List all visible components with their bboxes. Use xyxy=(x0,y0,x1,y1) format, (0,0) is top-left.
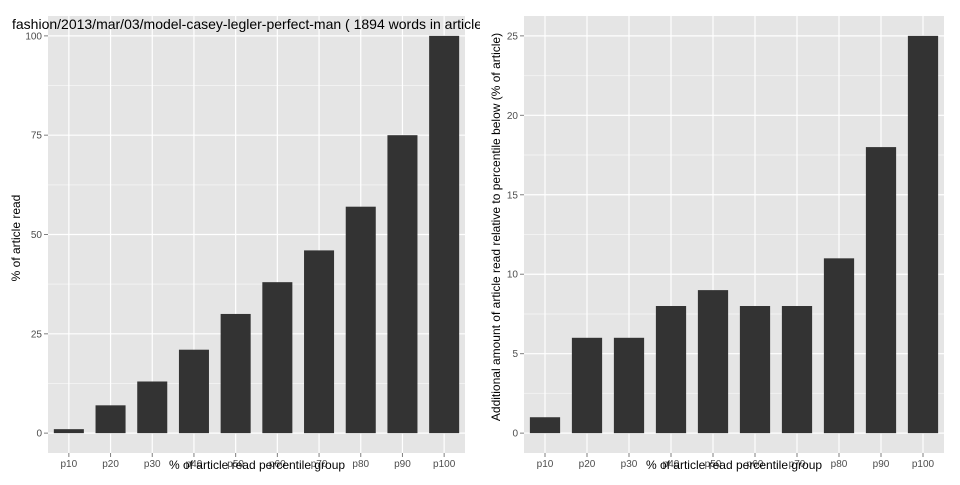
right-chart-xtick-label-p20: p20 xyxy=(579,459,596,470)
left-chart: 0 25 50 75 100 p10 p20 p30 p40 p50 p60 p70 p80 p90 p10… xyxy=(9,16,487,472)
left-chart-plot-area: 0 25 50 75 100 p10 p20 p30 p40 p50 p60 p70 p80 p90 p10… xyxy=(25,16,465,470)
right-chart-bar-p20 xyxy=(571,337,603,434)
left-chart-xtick-label-p100: p100 xyxy=(433,459,456,470)
left-chart-bar-p20 xyxy=(95,405,126,434)
right-chart-xtick-label-p40: p40 xyxy=(663,459,680,470)
right-chart-xtick-label-p70: p70 xyxy=(789,459,806,470)
right-chart-xlabel: % of article read percentile group xyxy=(646,458,822,472)
left-chart-ylabel: % of article read xyxy=(9,195,23,282)
left-chart-xtick-label-p30: p30 xyxy=(144,459,161,470)
right-chart-bar-p10 xyxy=(529,417,561,434)
left-chart-ytick-label: 50 xyxy=(31,230,43,241)
left-chart-xlabel: % of article read percentile group xyxy=(169,458,345,472)
right-chart-ylabel: Additional amount of article read relati… xyxy=(489,33,503,421)
right-chart-ytick-label: 10 xyxy=(507,270,519,281)
left-chart-ytick-label: 100 xyxy=(25,31,42,42)
left-chart-ytick-label: 25 xyxy=(31,329,43,340)
right-chart-xtick-label-p90: p90 xyxy=(873,459,890,470)
right-chart-ytick-label: 25 xyxy=(507,31,519,42)
right-chart-bar-p60 xyxy=(739,306,771,434)
right-chart: 0 5 10 15 20 25 p10 p20 p30 p40 p50 p60 p70 p80 p90 p10… xyxy=(489,16,944,472)
left-chart-xtick-label-p80: p80 xyxy=(352,459,369,470)
left-chart-bar-p50 xyxy=(220,313,251,434)
left-chart-bar-p10 xyxy=(53,429,84,434)
right-chart-xtick-label-p60: p60 xyxy=(747,459,764,470)
right-chart-ytick-label: 0 xyxy=(512,429,518,440)
left-chart-bar-p90 xyxy=(387,135,418,434)
left-chart-xtick-label-p50: p50 xyxy=(227,459,244,470)
right-chart-xtick-label-p10: p10 xyxy=(537,459,554,470)
left-chart-bar-p100 xyxy=(429,35,460,434)
left-chart-xtick-label-p60: p60 xyxy=(269,459,286,470)
right-chart-plot-area: 0 5 10 15 20 25 p10 p20 p30 p40 p50 p60 p70 p80 p90 p10… xyxy=(507,16,944,470)
right-chart-xtick-label-p80: p80 xyxy=(831,459,848,470)
left-chart-xtick-label-p90: p90 xyxy=(394,459,411,470)
left-chart-bar-p60 xyxy=(262,282,293,434)
left-chart-bar-p70 xyxy=(304,250,335,434)
left-chart-title: fashion/2013/mar/03/model-casey-legler-p… xyxy=(12,16,487,32)
right-chart-bar-p70 xyxy=(781,306,813,434)
left-chart-bar-p80 xyxy=(345,206,376,434)
left-chart-xtick-label-p20: p20 xyxy=(102,459,119,470)
right-chart-xtick-label-p100: p100 xyxy=(912,459,935,470)
left-chart-xtick-label-p10: p10 xyxy=(61,459,78,470)
right-chart-ytick-label: 20 xyxy=(507,111,519,122)
left-chart-bar-p30 xyxy=(137,381,168,434)
right-chart-bar-p100 xyxy=(907,35,939,434)
right-chart-bar-p40 xyxy=(655,306,687,434)
right-chart-bar-p80 xyxy=(823,258,855,434)
right-chart-bar-p50 xyxy=(697,290,729,434)
right-chart-bar-p90 xyxy=(865,147,897,434)
right-chart-xtick-label-p30: p30 xyxy=(621,459,638,470)
right-chart-xtick-label-p50: p50 xyxy=(705,459,722,470)
left-chart-bar-p40 xyxy=(178,349,209,434)
right-chart-ytick-label: 15 xyxy=(507,190,519,201)
left-chart-ytick-label: 75 xyxy=(31,131,43,142)
right-chart-ytick-label: 5 xyxy=(512,349,518,360)
left-chart-ytick-label: 0 xyxy=(36,429,42,440)
right-chart-bar-p30 xyxy=(613,337,645,434)
left-chart-xtick-label-p70: p70 xyxy=(311,459,328,470)
left-chart-xtick-label-p40: p40 xyxy=(186,459,203,470)
